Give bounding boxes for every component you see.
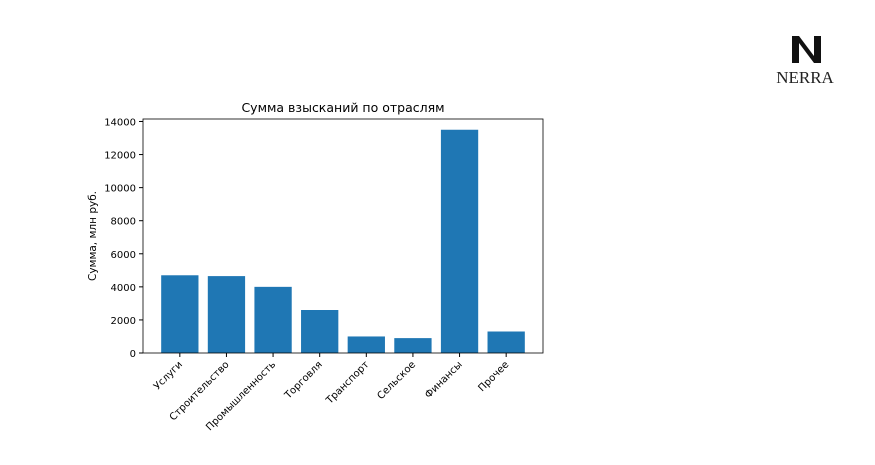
chart-title: Сумма взысканий по отраслям [241,100,444,115]
y-tick-label: 6000 [111,250,136,261]
x-tick-label: Транспорт [324,359,372,407]
logo-icon [792,36,821,63]
bar [440,129,479,353]
bar [254,286,292,353]
plot-frame [142,118,544,354]
x-tick-label: Услуги [152,359,185,392]
bar [394,338,432,353]
x-tick-label: Финансы [423,359,465,401]
bar [347,336,385,353]
bar [161,275,199,353]
y-tick-label: 0 [130,349,136,360]
y-tick-label: 2000 [111,316,136,327]
bar [207,276,246,353]
y-tick-label: 8000 [111,217,136,228]
y-axis-label: Сумма, млн руб. [87,191,99,281]
y-tick-label: 14000 [104,117,136,128]
bar [301,310,339,353]
logo-text: NERRA [776,68,834,87]
y-tick-label: 4000 [111,283,136,294]
x-tick-label: Прочее [476,359,511,394]
y-tick-label: 12000 [104,151,136,162]
y-tick-label: 10000 [104,184,136,195]
x-tick-label: Торговля [282,359,325,402]
logo: NERRA [776,36,835,87]
bar [487,331,525,353]
x-tick-label: Сельское [375,359,418,402]
